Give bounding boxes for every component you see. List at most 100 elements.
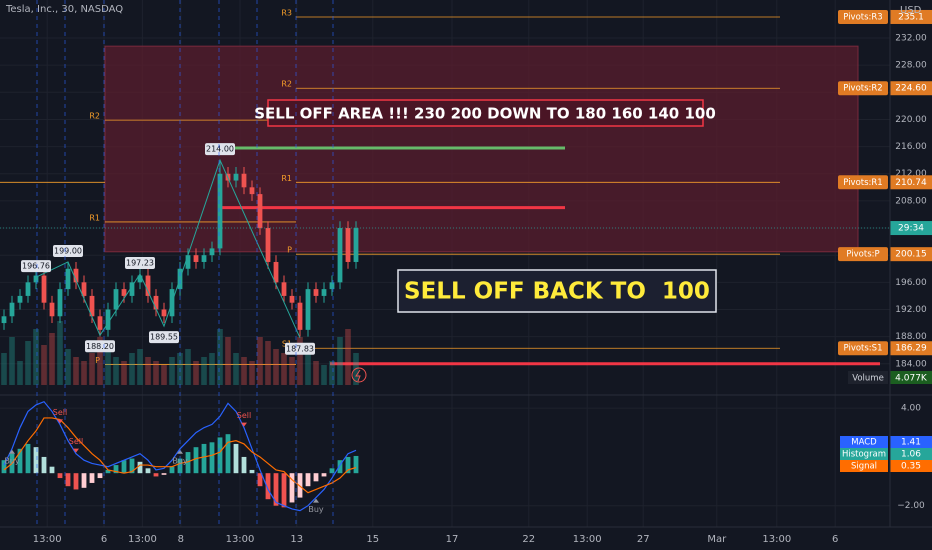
histogram-bar — [273, 473, 279, 506]
volume-bar — [129, 353, 135, 385]
candle-body — [209, 248, 215, 256]
histogram-bar — [89, 473, 95, 483]
volume-bar — [97, 337, 103, 385]
y-tick-label: 196.00 — [895, 278, 927, 288]
signal-marker — [9, 449, 15, 454]
candle-body — [345, 228, 351, 262]
candle-body — [57, 289, 63, 317]
swing-label: 188.20 — [86, 342, 114, 351]
volume-bar — [329, 361, 335, 385]
candle-body — [121, 289, 127, 296]
pivot-value: 224.60 — [895, 84, 927, 94]
volume-bar — [153, 361, 159, 385]
pivot-tag — [838, 247, 888, 262]
legend-name-box — [840, 448, 888, 460]
swing-label-box — [21, 260, 51, 273]
pivot-tag-name: Pivots:R1 — [843, 178, 882, 188]
pivot-value: 200.15 — [895, 250, 927, 260]
candle-body — [17, 295, 23, 303]
x-tick-label: 6 — [101, 534, 107, 545]
x-tick-label: 15 — [366, 534, 379, 545]
y-tick-label: 220.00 — [895, 115, 927, 125]
candle-body — [257, 194, 263, 229]
swing-label: 187.83 — [286, 344, 314, 353]
histogram-bar — [217, 437, 223, 474]
pivot-value-tag — [890, 81, 932, 96]
histogram-bar — [81, 473, 87, 488]
histogram-bar — [241, 456, 247, 474]
volume-bar — [49, 333, 55, 385]
signal-marker — [73, 448, 79, 453]
histogram-bar — [313, 473, 319, 482]
volume-bar — [313, 361, 319, 385]
volume-bar — [241, 357, 247, 385]
histogram-bar — [113, 465, 119, 474]
countdown-tag — [890, 221, 932, 236]
candle-body — [321, 289, 327, 296]
candle-body — [313, 289, 319, 296]
x-tick-label: 13 — [290, 534, 303, 545]
candle-body — [1, 316, 7, 324]
candle-body — [265, 228, 271, 262]
candle-body — [41, 275, 47, 303]
x-tick-label: Mar — [707, 534, 727, 545]
histogram-bar — [297, 473, 303, 498]
candle-body — [97, 316, 103, 330]
swing-label: 189.55 — [150, 333, 178, 342]
annotation: SELL OFF AREA !!! 230 200 DOWN TO 180 16… — [254, 105, 716, 123]
pivot-value-tag — [890, 175, 932, 190]
histogram-bar — [265, 473, 271, 500]
pivot-tag — [838, 175, 888, 190]
histogram-bar — [233, 443, 239, 474]
x-tick-label: 6 — [832, 534, 838, 545]
volume-bar — [73, 357, 79, 385]
annotation-box — [397, 269, 717, 313]
signal-label: Buy — [4, 456, 20, 465]
candle-body — [153, 295, 159, 310]
histogram-bar — [345, 456, 351, 474]
histogram-bar — [129, 458, 135, 474]
candle-body — [145, 275, 151, 296]
alert-icon[interactable] — [351, 367, 367, 383]
zigzag — [35, 158, 301, 338]
volume-bar — [193, 361, 199, 385]
prev-pivot-label: R2 — [89, 112, 100, 121]
candle-body — [281, 282, 287, 296]
pivot-value: 186.29 — [895, 344, 927, 354]
volume-bar — [289, 357, 295, 385]
swing-label-box — [53, 244, 83, 257]
histogram-bar — [97, 473, 103, 479]
pivot-value-tag — [890, 341, 932, 356]
volume-bar — [1, 353, 7, 385]
volume-bar — [305, 345, 311, 385]
candle-body — [65, 268, 71, 290]
volume-bar — [257, 337, 263, 385]
pivot-tag — [838, 9, 888, 24]
symbol-title: Tesla, Inc., 30, NASDAQ — [5, 4, 123, 15]
legend-name: Signal — [851, 462, 877, 472]
pivot-tag-name: Pivots:P — [846, 250, 879, 260]
histogram-bar — [105, 469, 111, 474]
volume-bar — [65, 349, 71, 385]
volume-legend-value-box — [890, 371, 932, 384]
signal-label: Buy — [308, 505, 324, 514]
swing-label-box — [85, 340, 115, 353]
signal-marker — [313, 498, 319, 503]
pivot-label: R3 — [281, 8, 292, 17]
y-tick-label: 4.00 — [901, 404, 921, 414]
legend-value-box — [890, 436, 932, 448]
volume-bar — [209, 353, 215, 385]
volume-bar — [345, 329, 351, 385]
histogram-bar — [329, 468, 335, 474]
legend-value-box — [890, 448, 932, 460]
candle-body — [249, 187, 255, 195]
histogram-bar — [225, 434, 231, 474]
candle-body — [353, 228, 359, 262]
swing-label-box — [285, 342, 315, 355]
swing-label: 197.23 — [126, 258, 154, 267]
histogram-bar — [289, 473, 295, 503]
histogram-bar — [145, 468, 151, 474]
candle-body — [105, 309, 111, 330]
histogram-bar — [153, 473, 159, 477]
x-tick-label: 17 — [446, 534, 459, 545]
